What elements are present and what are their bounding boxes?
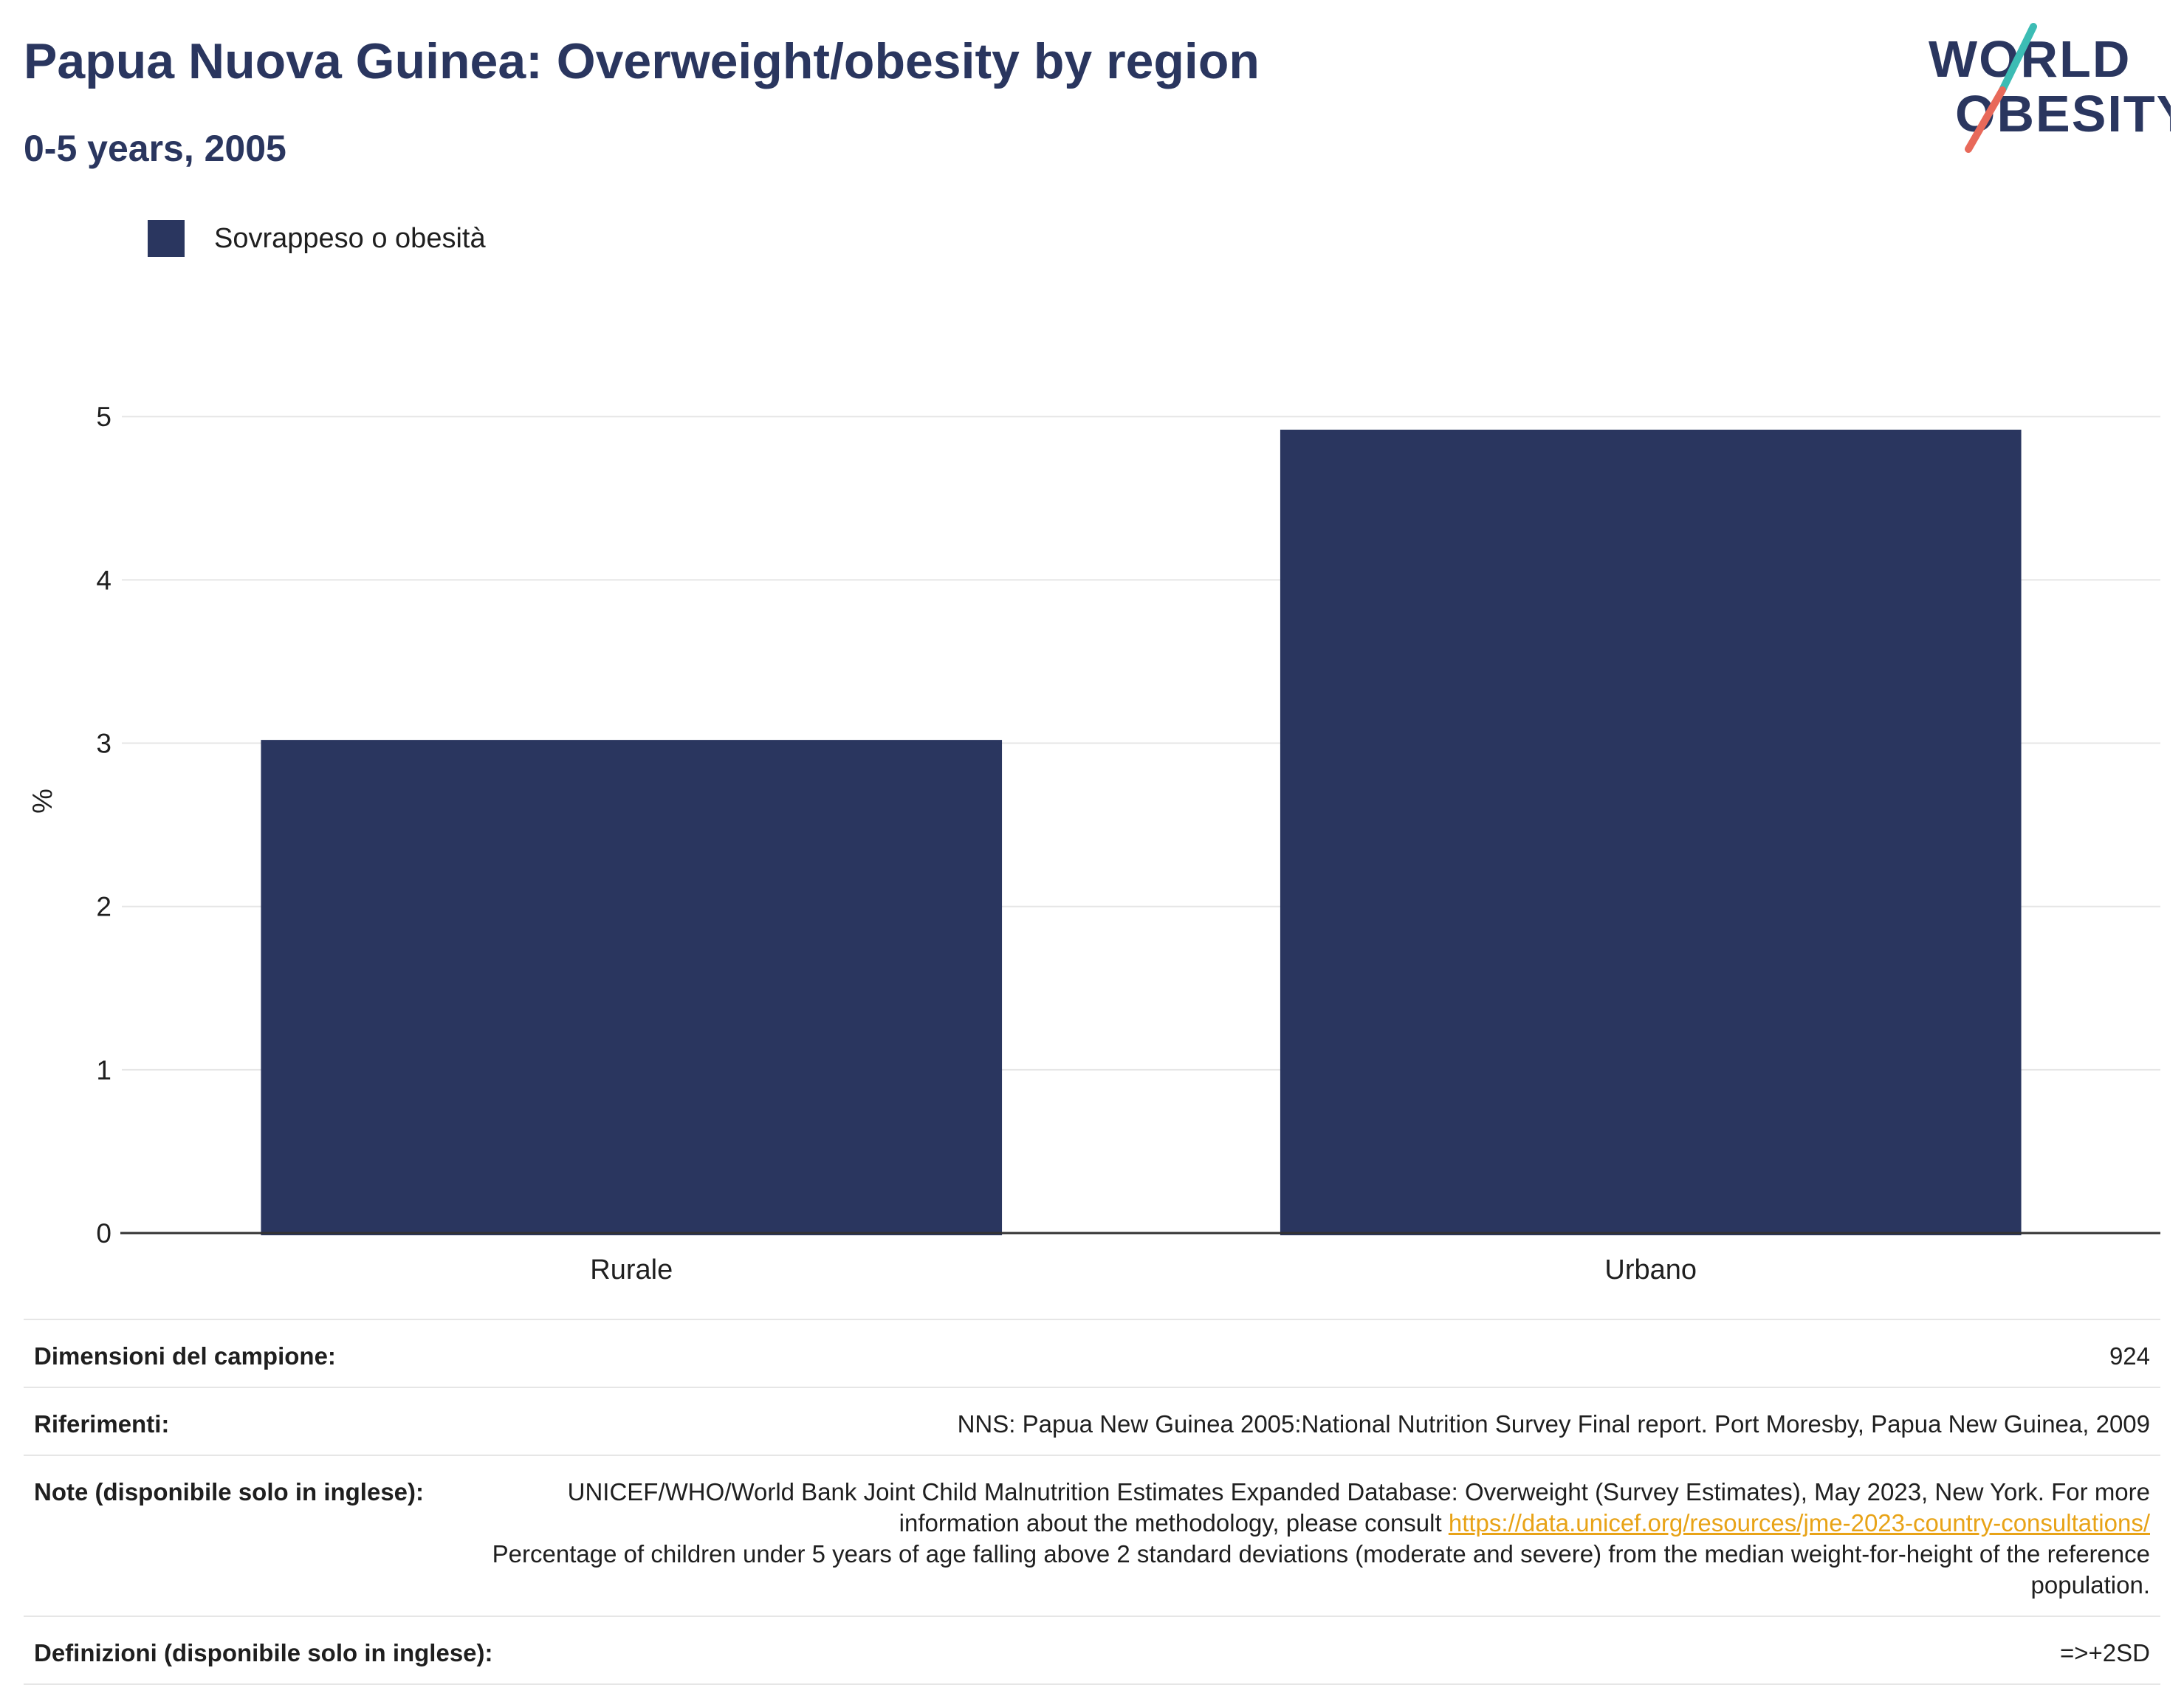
- axes: 0 1 2 3 4 5 Rurale Urbano: [96, 402, 2160, 1285]
- info-row-references: Riferimenti: NNS: Papua New Guinea 2005:…: [24, 1387, 2160, 1455]
- bar-chart: 0 1 2 3 4 5 Rurale Urbano %: [27, 402, 2160, 1285]
- info-table: Dimensioni del campione: 924 Riferimenti…: [24, 1319, 2160, 1685]
- bar-urbano: [1280, 429, 2022, 1235]
- methodology-link[interactable]: https://data.unicef.org/resources/jme-20…: [1448, 1509, 2150, 1537]
- references-value: NNS: Papua New Guinea 2005:National Nutr…: [957, 1410, 2150, 1438]
- y-tick-label: 2: [96, 892, 111, 922]
- legend-swatch: [148, 220, 185, 257]
- definitions-value: =>+2SD: [2059, 1639, 2150, 1666]
- x-tick-label: Rurale: [590, 1254, 673, 1285]
- notes-text: UNICEF/WHO/World Bank Joint Child Malnut…: [567, 1478, 2150, 1537]
- y-tick-label: 0: [96, 1218, 111, 1249]
- info-row-sample: Dimensioni del campione: 924: [24, 1319, 2160, 1387]
- bars: [261, 429, 2022, 1235]
- bar-rurale: [261, 740, 1003, 1235]
- chart-title: Papua Nuova Guinea: Overweight/obesity b…: [24, 33, 1260, 89]
- chart-legend: Sovrappeso o obesità: [148, 220, 486, 257]
- sample-size-label: Dimensioni del campione:: [34, 1342, 336, 1370]
- chart-subtitle: 0-5 years, 2005: [24, 128, 286, 169]
- info-row-notes: Note (disponibile solo in inglese): UNIC…: [24, 1455, 2160, 1616]
- logo-slash-top: [1999, 23, 2037, 94]
- y-tick-label: 1: [96, 1055, 111, 1085]
- legend-label: Sovrappeso o obesità: [214, 222, 486, 254]
- x-tick-label: Urbano: [1604, 1254, 1697, 1285]
- y-axis-label: %: [27, 789, 58, 814]
- references-label: Riferimenti:: [34, 1410, 170, 1438]
- notes-value: UNICEF/WHO/World Bank Joint Child Malnut…: [468, 1477, 2150, 1601]
- logo-slash-bottom: [1965, 86, 2006, 153]
- sample-size-value: 924: [2109, 1342, 2150, 1370]
- info-row-definitions: Definizioni (disponibile solo in inglese…: [24, 1616, 2160, 1685]
- world-obesity-logo: WORLD OBESITY: [1929, 23, 2171, 153]
- y-tick-label: 4: [96, 565, 111, 595]
- notes-label: Note (disponibile solo in inglese):: [34, 1478, 425, 1506]
- notes-definition-text: Percentage of children under 5 years of …: [492, 1540, 2150, 1599]
- y-tick-label: 5: [96, 402, 111, 432]
- y-tick-label: 3: [96, 729, 111, 759]
- definitions-label: Definizioni (disponibile solo in inglese…: [34, 1639, 493, 1666]
